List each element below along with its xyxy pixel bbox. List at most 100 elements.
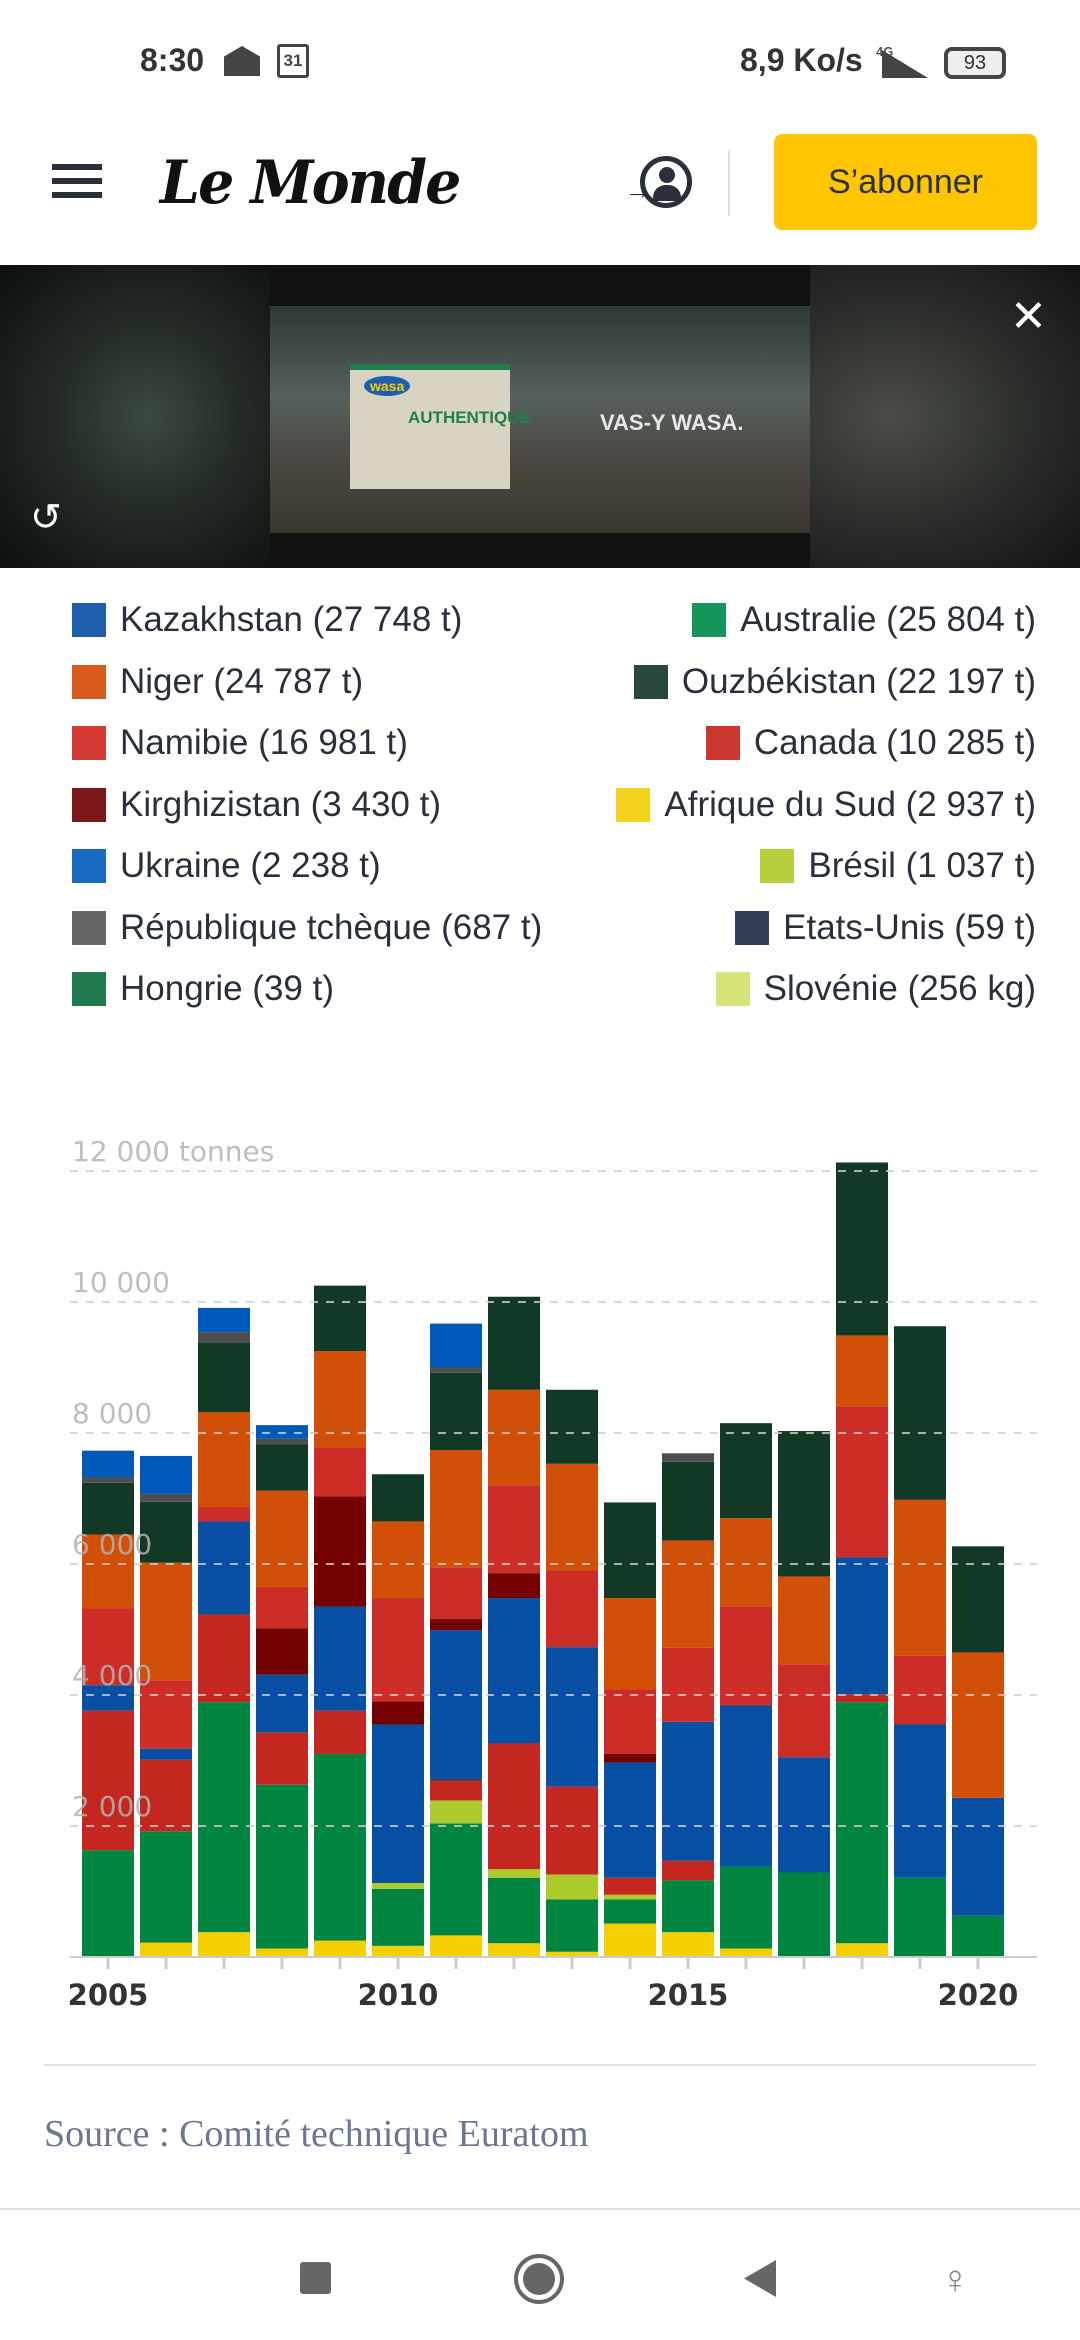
bar-segment-australie-2019 xyxy=(894,1877,946,1957)
bar-segment-niger-2019 xyxy=(894,1499,946,1656)
bar-segment-namibie-2014 xyxy=(604,1689,656,1754)
legend-label: Canada (10 285 t) xyxy=(753,723,1036,762)
bar-segment-namibie-2013 xyxy=(546,1570,598,1648)
legend-item: République tchèque (687 t) xyxy=(72,908,542,948)
ad-product: AUTHENTIQUE xyxy=(408,408,531,427)
ad-background-right xyxy=(810,265,1080,568)
bar-segment-niger-2006 xyxy=(140,1562,192,1681)
legend-item: Brésil (1 037 t) xyxy=(760,846,1036,886)
source-divider xyxy=(44,2064,1036,2066)
bar-segment-r-publique-tch-que-2006 xyxy=(140,1493,192,1502)
legend-swatch xyxy=(633,664,668,699)
bar-segment-kazakhstan-2019 xyxy=(894,1724,946,1878)
bar-segment-ouzb-kistan-2019 xyxy=(894,1326,946,1500)
bar-segment-br-sil-2014 xyxy=(604,1894,656,1900)
bar-segment-afrique-du-sud-2011 xyxy=(430,1935,482,1957)
video-ad[interactable]: wasa AUTHENTIQUE VAS-Y WASA. ✕ ↺ xyxy=(0,265,1080,568)
signal-icon xyxy=(882,50,928,78)
product-box: wasa AUTHENTIQUE xyxy=(350,364,531,489)
ad-slogan: VAS-Y WASA. xyxy=(600,410,744,435)
bar-segment-niger-2012 xyxy=(488,1389,540,1486)
bar-segment-afrique-du-sud-2018 xyxy=(836,1943,888,1957)
x-tick-label: 2015 xyxy=(648,1978,729,2012)
bar-segment-canada-2007 xyxy=(198,1614,250,1703)
legend-item: Namibie (16 981 t) xyxy=(72,723,408,763)
bar-segment-kazakhstan-2018 xyxy=(836,1557,888,1695)
bar-segment-afrique-du-sud-2009 xyxy=(314,1940,366,1957)
bar-segment-r-publique-tch-que-2005 xyxy=(82,1477,134,1483)
bar-segment-afrique-du-sud-2016 xyxy=(720,1948,772,1957)
bar-segment-ouzb-kistan-2009 xyxy=(314,1285,366,1352)
bar-segment-kirghizistan-2010 xyxy=(372,1701,424,1725)
bar-segment-ouzb-kistan-2014 xyxy=(604,1502,656,1599)
le-monde-logo[interactable]: Le Monde xyxy=(159,148,462,218)
menu-icon[interactable] xyxy=(52,156,102,206)
legend-swatch xyxy=(72,664,106,699)
bar-segment-canada-2012 xyxy=(488,1743,540,1870)
bar-segment-australie-2020 xyxy=(952,1915,1004,1957)
calendar-icon: 31 xyxy=(277,44,309,78)
status-time: 8:30 xyxy=(140,42,205,78)
bar-segment-ouzb-kistan-2007 xyxy=(198,1342,250,1413)
bar-segment-niger-2008 xyxy=(256,1490,308,1587)
y-tick-label: 8 000 xyxy=(72,1397,152,1430)
bar-segment-afrique-du-sud-2014 xyxy=(604,1923,656,1957)
bar-segment-australie-2008 xyxy=(256,1784,308,1949)
recents-icon[interactable] xyxy=(300,2262,331,2294)
bar-segment-australie-2009 xyxy=(314,1753,366,1941)
bar-segment-niger-2018 xyxy=(836,1335,888,1407)
legend-label: Australie (25 804 t) xyxy=(740,600,1036,639)
bar-segment-r-publique-tch-que-2007 xyxy=(198,1332,250,1343)
bar-segment-afrique-du-sud-2013 xyxy=(546,1951,598,1957)
chart-source: Source : Comité technique Euratom xyxy=(44,2113,589,2155)
login-icon[interactable]: → xyxy=(625,156,692,208)
network-speed: 8,9 Ko/s xyxy=(740,42,863,78)
bar-segment-canada-2015 xyxy=(662,1860,714,1881)
bar-segment-canada-2014 xyxy=(604,1877,656,1895)
bar-segment-br-sil-2011 xyxy=(430,1800,482,1824)
subscribe-button[interactable]: S’abonner xyxy=(774,134,1037,230)
legend-swatch xyxy=(72,726,106,760)
bar-segment-niger-2017 xyxy=(778,1576,830,1665)
legend-label: Afrique du Sud (2 937 t) xyxy=(664,784,1036,824)
bar-segment-niger-2011 xyxy=(430,1450,482,1568)
bar-segment-afrique-du-sud-2012 xyxy=(488,1943,540,1957)
legend-item: Afrique du Sud (2 937 t) xyxy=(616,785,1036,825)
bar-segment-kazakhstan-2012 xyxy=(488,1598,540,1744)
bar-segment-ouzb-kistan-2005 xyxy=(82,1482,134,1535)
bar-segment-niger-2014 xyxy=(604,1598,656,1690)
header-divider xyxy=(728,150,730,216)
status-bar: 8:30 31 8,9 Ko/s 4G 93 xyxy=(0,0,1080,100)
bar-segment-australie-2018 xyxy=(836,1702,888,1944)
bar-segment-br-sil-2010 xyxy=(372,1882,424,1889)
bar-segment-namibie-2012 xyxy=(488,1485,540,1574)
bar-segment-australie-2016 xyxy=(720,1866,772,1949)
home-icon[interactable] xyxy=(514,2254,564,2304)
bar-segment-br-sil-2012 xyxy=(488,1869,540,1878)
ad-brand: wasa xyxy=(364,376,411,396)
ad-video-frame[interactable]: wasa AUTHENTIQUE VAS-Y WASA. xyxy=(270,306,810,533)
battery-icon: 93 xyxy=(944,47,1006,79)
bar-segment-kazakhstan-2016 xyxy=(720,1705,772,1867)
legend-label: République tchèque (687 t) xyxy=(120,907,543,947)
legend-swatch xyxy=(715,972,750,1006)
bar-segment-canada-2011 xyxy=(430,1780,482,1801)
legend-label: Etats-Unis (59 t) xyxy=(783,907,1036,947)
bar-segment-kazakhstan-2015 xyxy=(662,1721,714,1861)
y-tick-label: 4 000 xyxy=(72,1659,152,1692)
legend-label: Ukraine (2 238 t) xyxy=(120,846,381,885)
bar-segment-kazakhstan-2008 xyxy=(256,1674,308,1733)
x-tick-label: 2010 xyxy=(358,1978,439,2012)
bar-segment-kazakhstan-2013 xyxy=(546,1647,598,1787)
site-header: Le Monde → S’abonner xyxy=(0,100,1080,265)
replay-icon[interactable]: ↺ xyxy=(30,497,62,539)
bar-segment-niger-2020 xyxy=(952,1652,1004,1798)
bar-segment-kazakhstan-2007 xyxy=(198,1521,250,1615)
legend-item: Australie (25 804 t) xyxy=(692,600,1036,640)
bar-segment-ouzb-kistan-2020 xyxy=(952,1546,1004,1653)
close-icon[interactable]: ✕ xyxy=(1010,292,1047,341)
accessibility-icon[interactable]: ♀ xyxy=(940,2258,970,2302)
legend-swatch xyxy=(72,603,106,637)
back-icon[interactable] xyxy=(744,2260,776,2297)
bar-segment-australie-2011 xyxy=(430,1823,482,1936)
